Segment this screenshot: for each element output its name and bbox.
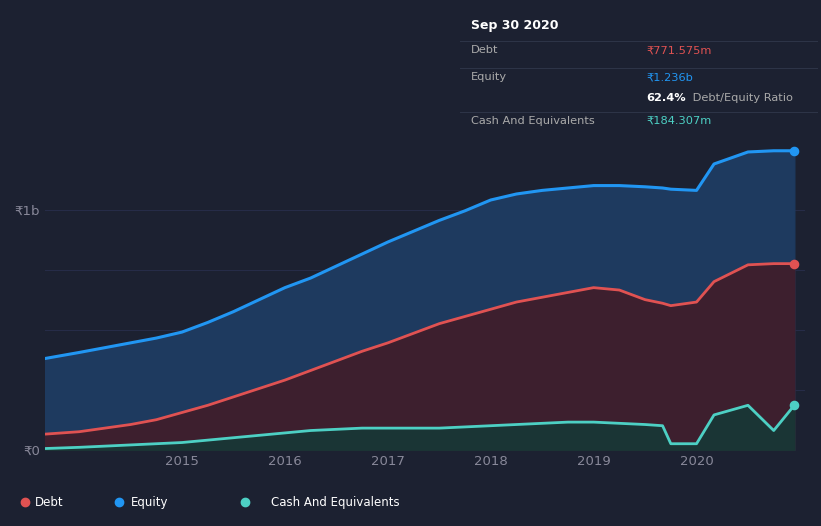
Point [787, 401, 800, 410]
Point [787, 259, 800, 268]
Text: Cash And Equivalents: Cash And Equivalents [271, 496, 400, 509]
Text: ₹771.575m: ₹771.575m [646, 45, 712, 55]
Text: 62.4%: 62.4% [646, 93, 686, 103]
Text: ₹1.236b: ₹1.236b [646, 73, 693, 83]
Text: ₹184.307m: ₹184.307m [646, 116, 712, 126]
Text: Debt/Equity Ratio: Debt/Equity Ratio [689, 93, 793, 103]
Text: Equity: Equity [131, 496, 169, 509]
Text: Sep 30 2020: Sep 30 2020 [470, 18, 558, 32]
Text: Equity: Equity [470, 73, 507, 83]
Text: Cash And Equivalents: Cash And Equivalents [470, 116, 594, 126]
Point [787, 147, 800, 155]
Text: Debt: Debt [34, 496, 63, 509]
Text: Debt: Debt [470, 45, 498, 55]
